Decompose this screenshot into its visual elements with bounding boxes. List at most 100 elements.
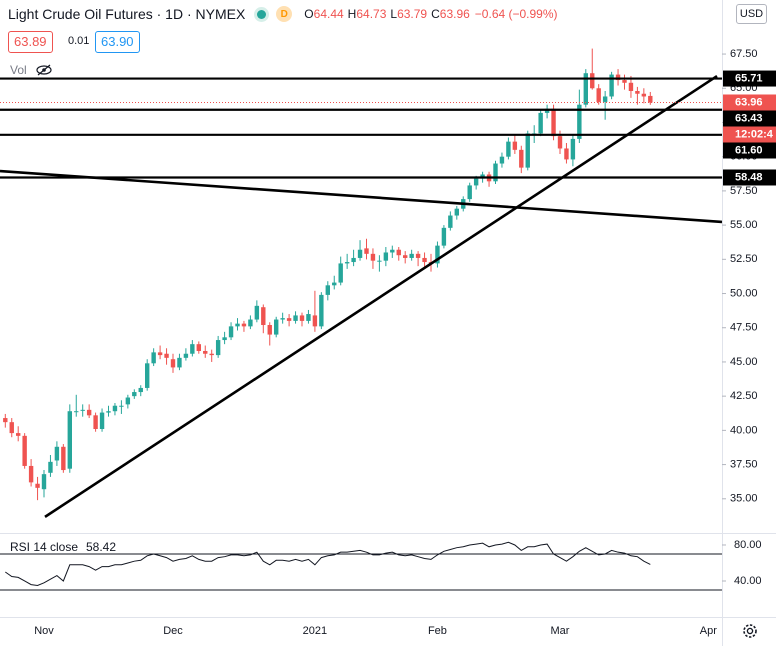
ohlc-value: 63.96 (439, 7, 470, 21)
candle-body (209, 353, 214, 356)
rsi-line (5, 541, 651, 587)
candle-body (93, 415, 98, 429)
candle-body (248, 319, 253, 327)
ohlc-value: 64.44 (313, 7, 344, 21)
sell-button[interactable]: 63.89 (8, 31, 53, 53)
ohlc-label: O (304, 7, 314, 21)
candle-body (145, 363, 150, 388)
candle-body (125, 397, 131, 405)
candle-body (351, 257, 356, 263)
y-tick-label: 42.50 (730, 390, 758, 402)
countdown-label-box (723, 126, 776, 143)
candle-body (293, 315, 298, 321)
y-tick-label: 80.00 (734, 539, 762, 551)
candle-body (364, 248, 369, 254)
candle-body (390, 249, 395, 253)
candle-body (615, 74, 621, 81)
candle-body (157, 352, 163, 356)
candle-body (396, 249, 401, 256)
candle-body (325, 285, 330, 295)
interval-badge[interactable]: D (276, 6, 293, 22)
level-label: 61.60 (735, 144, 763, 156)
candle-body (280, 318, 285, 320)
candle-body (590, 73, 595, 89)
trend-line (44, 74, 718, 518)
candle-body (215, 340, 221, 356)
candle-body (338, 263, 343, 283)
currency-button[interactable]: USD (736, 4, 767, 24)
level-label: 65.71 (735, 72, 763, 84)
settings-icon[interactable] (743, 624, 757, 638)
candle-body (306, 314, 311, 321)
candle-body (203, 351, 208, 354)
candle-body (448, 215, 453, 228)
candle-body (622, 80, 627, 83)
level-label-box (723, 70, 776, 87)
hide-volume-icon[interactable] (36, 64, 52, 76)
candle-body (9, 422, 14, 434)
x-tick-label: Apr (700, 625, 717, 637)
level-label: 58.48 (735, 171, 763, 183)
candle-body (609, 74, 614, 97)
rsi-value: 58.42 (86, 540, 116, 554)
candle-body (564, 148, 569, 160)
candle-body (332, 282, 337, 286)
candle-body (164, 353, 169, 358)
candle-body (119, 405, 124, 407)
y-tick-label: 45.00 (730, 356, 758, 368)
candle-body (596, 88, 601, 102)
candle-body (177, 357, 182, 368)
x-tick-label: Nov (34, 625, 54, 637)
candle-body (557, 136, 563, 149)
ohlc-value: 63.79 (397, 7, 428, 21)
candle-body (370, 253, 376, 261)
candle-body (403, 255, 408, 258)
spread: 0.01 (63, 31, 95, 51)
candle-body (525, 133, 530, 168)
candle-body (312, 315, 318, 327)
candle-body (228, 326, 234, 338)
y-tick-label: 55.00 (730, 219, 758, 231)
y-tick-label: 47.50 (730, 322, 758, 334)
candle-body (635, 91, 640, 94)
buy-button[interactable]: 63.90 (95, 31, 140, 53)
y-tick-label: 40.00 (730, 424, 758, 436)
candle-body (112, 405, 118, 412)
ohlc-label: L (390, 7, 398, 21)
y-tick-label: 50.00 (730, 287, 758, 299)
ohlc-label: H (347, 7, 357, 21)
candle-body (628, 82, 634, 91)
level-label: 63.43 (735, 112, 763, 124)
candle-body (267, 325, 272, 335)
rsi-pane (0, 541, 722, 591)
level-label-box (723, 169, 776, 186)
candle-body (190, 344, 195, 354)
candle-body (583, 73, 588, 105)
candle-body (454, 208, 459, 216)
market-status[interactable] (257, 9, 267, 19)
candle-body (235, 323, 240, 327)
candle-body (67, 411, 72, 469)
candle-body (138, 387, 143, 393)
candle-body (641, 93, 647, 97)
candle-body (99, 412, 105, 429)
y-tick-label: 67.50 (730, 48, 758, 60)
axes: 35.00 37.50 40.00 42.50 45.00 47.50 50.00 52.50… (34, 48, 776, 637)
level-label-box (723, 110, 776, 127)
candle-body (493, 163, 498, 182)
candle-body (551, 108, 556, 137)
candle-body (344, 262, 350, 264)
candle-body (132, 392, 137, 397)
level-label-box (723, 142, 776, 159)
candle-body (54, 446, 60, 461)
candle-body (441, 227, 447, 246)
candle-body (473, 178, 479, 186)
y-tick-label: 40.00 (734, 575, 762, 587)
candle-body (22, 435, 27, 466)
candle-body (196, 344, 201, 351)
countdown-label: 12:02:4 (735, 128, 774, 140)
candle-body (415, 253, 421, 258)
last-price-label-box (723, 94, 776, 111)
